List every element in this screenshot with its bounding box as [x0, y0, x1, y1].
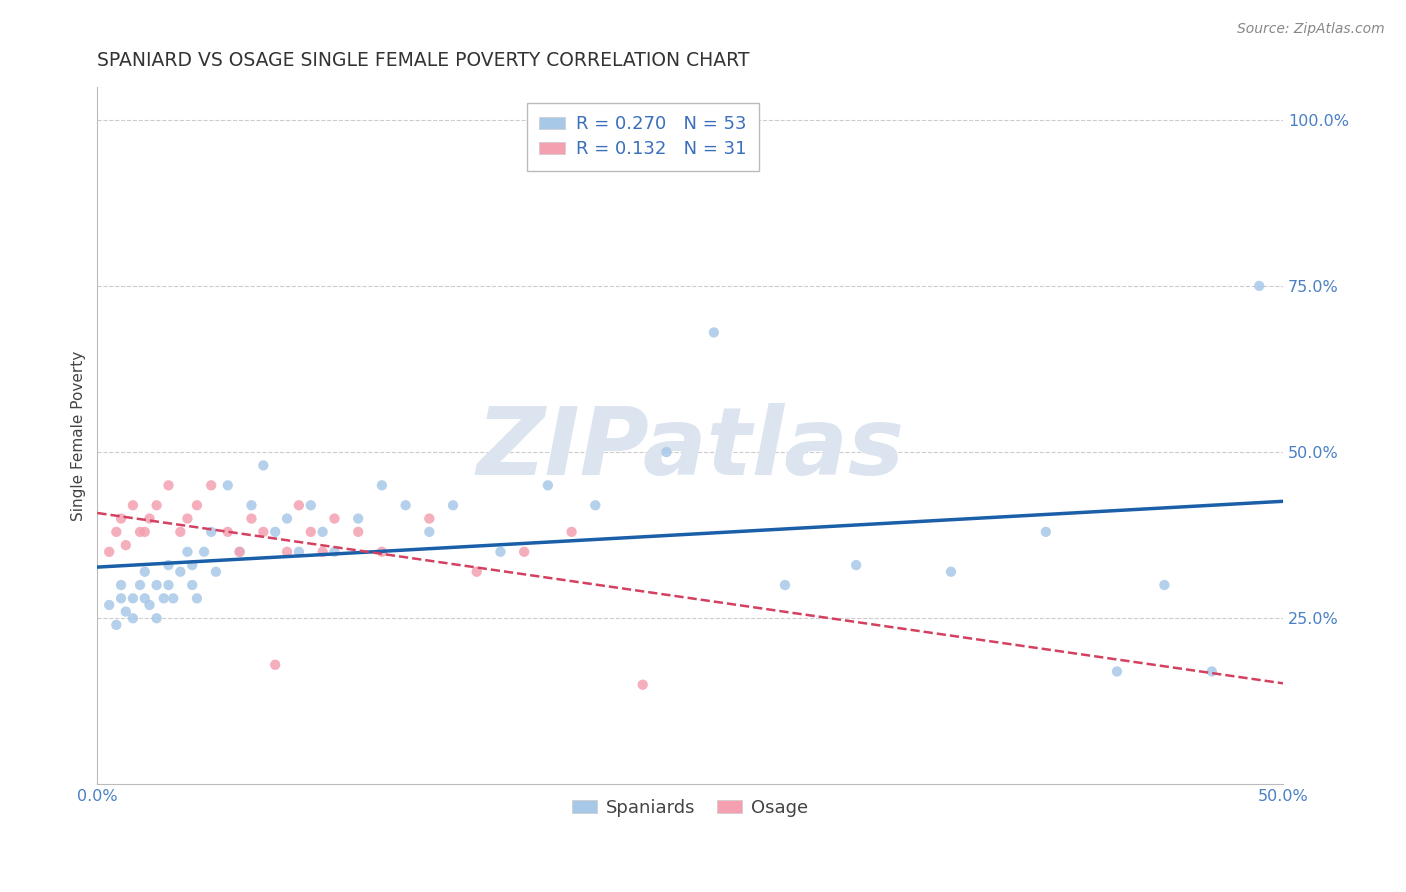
Point — [129, 578, 152, 592]
Point — [583, 498, 606, 512]
Point — [181, 558, 204, 573]
Point — [110, 578, 132, 592]
Point — [157, 558, 180, 573]
Point — [114, 605, 136, 619]
Text: ZIPatlas: ZIPatlas — [477, 403, 904, 495]
Point — [465, 565, 488, 579]
Point — [418, 524, 440, 539]
Point — [1105, 665, 1128, 679]
Point — [264, 524, 287, 539]
Point — [1249, 279, 1271, 293]
Point — [252, 524, 274, 539]
Point — [205, 565, 228, 579]
Point — [347, 524, 370, 539]
Point — [252, 458, 274, 473]
Point — [186, 498, 208, 512]
Point — [228, 545, 250, 559]
Point — [145, 498, 167, 512]
Point — [1153, 578, 1175, 592]
Point — [217, 478, 239, 492]
Point — [299, 498, 322, 512]
Point — [138, 598, 160, 612]
Point — [110, 591, 132, 606]
Point — [110, 511, 132, 525]
Point — [323, 545, 346, 559]
Point — [276, 511, 298, 525]
Point — [513, 545, 536, 559]
Point — [773, 578, 796, 592]
Point — [228, 545, 250, 559]
Text: Source: ZipAtlas.com: Source: ZipAtlas.com — [1237, 22, 1385, 37]
Point — [311, 524, 333, 539]
Point — [631, 678, 654, 692]
Point — [939, 565, 962, 579]
Point — [138, 511, 160, 525]
Point — [193, 545, 215, 559]
Point — [537, 478, 560, 492]
Point — [122, 611, 145, 625]
Point — [200, 478, 222, 492]
Point — [311, 545, 333, 559]
Point — [264, 657, 287, 672]
Point — [134, 591, 156, 606]
Point — [105, 618, 128, 632]
Point — [145, 611, 167, 625]
Point — [98, 545, 121, 559]
Point — [240, 511, 263, 525]
Point — [1201, 665, 1223, 679]
Point — [134, 565, 156, 579]
Point — [129, 524, 152, 539]
Point — [441, 498, 464, 512]
Text: SPANIARD VS OSAGE SINGLE FEMALE POVERTY CORRELATION CHART: SPANIARD VS OSAGE SINGLE FEMALE POVERTY … — [97, 51, 749, 70]
Point — [157, 578, 180, 592]
Point — [489, 545, 512, 559]
Legend: Spaniards, Osage: Spaniards, Osage — [564, 792, 815, 824]
Point — [655, 445, 678, 459]
Point — [1035, 524, 1057, 539]
Point — [169, 565, 191, 579]
Point — [288, 545, 311, 559]
Point — [181, 578, 204, 592]
Point — [845, 558, 868, 573]
Point — [176, 511, 198, 525]
Point — [98, 598, 121, 612]
Point — [145, 578, 167, 592]
Point — [162, 591, 184, 606]
Point — [169, 524, 191, 539]
Point — [176, 545, 198, 559]
Point — [217, 524, 239, 539]
Point — [323, 511, 346, 525]
Y-axis label: Single Female Poverty: Single Female Poverty — [72, 351, 86, 521]
Point — [276, 545, 298, 559]
Point — [561, 524, 583, 539]
Point — [186, 591, 208, 606]
Point — [703, 326, 725, 340]
Point — [105, 524, 128, 539]
Point — [347, 511, 370, 525]
Point — [299, 524, 322, 539]
Point — [114, 538, 136, 552]
Point — [122, 591, 145, 606]
Point — [157, 478, 180, 492]
Point — [288, 498, 311, 512]
Point — [418, 511, 440, 525]
Point — [152, 591, 174, 606]
Point — [371, 545, 394, 559]
Point — [200, 524, 222, 539]
Point — [122, 498, 145, 512]
Point — [240, 498, 263, 512]
Point — [371, 478, 394, 492]
Point — [394, 498, 416, 512]
Point — [134, 524, 156, 539]
